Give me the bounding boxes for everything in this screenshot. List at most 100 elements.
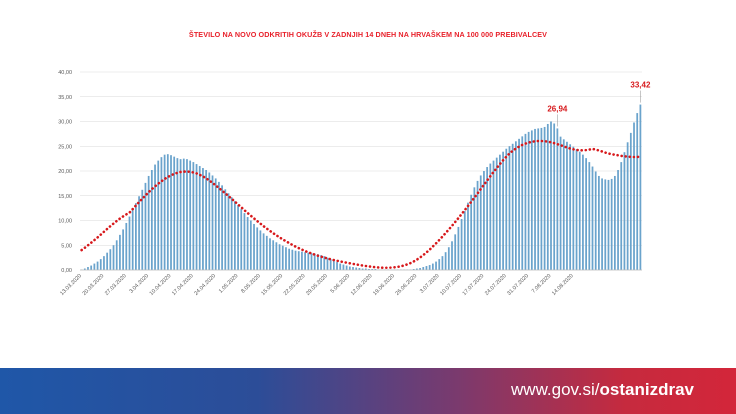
bar xyxy=(470,194,473,270)
bar xyxy=(476,180,479,270)
bar xyxy=(249,220,252,270)
bar xyxy=(128,216,131,270)
bar xyxy=(550,121,552,270)
bar xyxy=(170,155,172,270)
bar xyxy=(355,267,358,270)
x-tick-label: 7.08.2020 xyxy=(531,273,553,295)
y-tick-label: 0,00 xyxy=(61,268,72,274)
bar xyxy=(435,261,437,270)
bar xyxy=(607,179,610,270)
bar xyxy=(211,175,214,270)
bar xyxy=(202,168,204,270)
bar xyxy=(556,128,559,270)
bar xyxy=(416,268,418,270)
bar xyxy=(323,256,326,270)
y-tick-label: 15,00 xyxy=(58,194,72,200)
bar xyxy=(291,249,294,270)
bar xyxy=(562,139,565,270)
bar xyxy=(473,187,476,270)
bar xyxy=(617,170,619,270)
bar xyxy=(483,171,485,270)
bar xyxy=(224,189,227,270)
bar xyxy=(514,141,517,270)
annotation-label: 33,42 xyxy=(630,81,651,90)
bar xyxy=(246,217,249,270)
x-tick-label: 31.07.2020 xyxy=(506,273,530,297)
bar xyxy=(610,178,613,270)
bar xyxy=(364,268,367,270)
y-tick-label: 10,00 xyxy=(58,219,72,225)
bar xyxy=(99,259,102,270)
bar xyxy=(288,248,291,270)
bar xyxy=(591,166,594,270)
bar xyxy=(633,122,635,271)
bar xyxy=(230,197,233,270)
x-tick-label: 13.03.2020 xyxy=(59,273,83,297)
bar xyxy=(348,266,351,270)
bar xyxy=(371,269,374,270)
bar xyxy=(150,170,153,270)
bar xyxy=(588,162,591,270)
bar xyxy=(189,160,192,270)
bar xyxy=(208,172,211,270)
footer-url[interactable]: www.gov.si/ostanizdrav xyxy=(511,380,694,400)
x-tick-label: 26.06.2020 xyxy=(395,273,419,297)
bar xyxy=(422,267,425,270)
bar xyxy=(186,159,188,270)
bar xyxy=(256,227,259,270)
bar xyxy=(173,156,176,270)
bar xyxy=(521,136,524,270)
x-tick-label: 8.05.2020 xyxy=(240,273,262,295)
bar xyxy=(275,242,278,270)
x-tick-label: 3.04.2020 xyxy=(129,273,151,295)
bar xyxy=(352,267,354,270)
bar xyxy=(243,213,246,270)
bar xyxy=(368,269,370,270)
bar xyxy=(182,158,185,270)
bar xyxy=(93,263,96,270)
bar xyxy=(138,196,140,270)
bar xyxy=(281,245,284,270)
bar xyxy=(109,249,112,270)
bar xyxy=(160,157,163,270)
y-tick-label: 40,00 xyxy=(58,70,72,76)
x-tick-label: 17.07.2020 xyxy=(462,273,486,297)
bar xyxy=(524,133,527,270)
x-tick-label: 10.04.2020 xyxy=(149,273,173,297)
x-tick-label: 24.04.2020 xyxy=(193,273,217,297)
bar xyxy=(176,158,179,270)
bar xyxy=(527,131,530,270)
bar xyxy=(297,251,300,270)
bar xyxy=(326,257,329,270)
x-tick-label: 19.06.2020 xyxy=(372,273,396,297)
bar xyxy=(582,154,584,270)
bar xyxy=(457,226,460,270)
trendline xyxy=(80,139,642,270)
bar xyxy=(467,202,469,270)
bar xyxy=(508,146,511,270)
bar xyxy=(135,203,137,270)
bar xyxy=(269,238,271,270)
bar xyxy=(240,209,243,270)
bar xyxy=(425,266,428,270)
bar xyxy=(112,245,115,270)
bar xyxy=(119,234,121,270)
bar xyxy=(444,252,447,270)
x-tick-label: 3.07.2020 xyxy=(419,273,441,295)
x-tick-label: 14.08.2020 xyxy=(551,273,575,297)
bar xyxy=(511,143,514,270)
bar xyxy=(96,261,99,270)
bar xyxy=(431,263,434,270)
bar xyxy=(546,123,549,270)
y-tick-label: 20,00 xyxy=(58,169,72,175)
bar xyxy=(253,223,255,270)
bar xyxy=(307,252,310,270)
bar xyxy=(598,175,600,270)
bar xyxy=(317,254,319,270)
bar xyxy=(569,144,572,270)
bar xyxy=(441,256,444,270)
bar xyxy=(278,244,281,270)
bar xyxy=(310,253,313,270)
bar xyxy=(122,229,124,270)
bar xyxy=(623,152,626,270)
